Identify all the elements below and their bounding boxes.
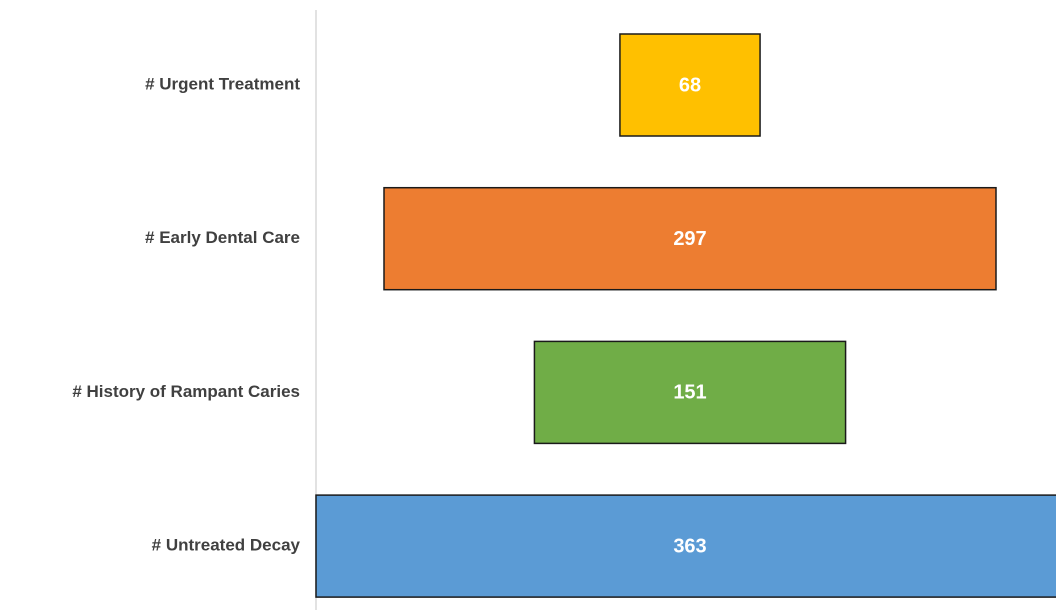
value-label: 151 <box>673 382 706 404</box>
category-label: # History of Rampant Caries <box>72 382 300 401</box>
value-label: 363 <box>673 535 706 557</box>
category-label: # Untreated Decay <box>152 536 301 555</box>
funnel-bar <box>619 33 761 137</box>
category-label: # Early Dental Care <box>145 228 300 247</box>
funnel-bar <box>315 494 1056 598</box>
funnel-bar <box>383 186 997 291</box>
category-label: # Urgent Treatment <box>145 74 300 93</box>
value-label: 68 <box>679 74 701 96</box>
funnel-bar <box>533 340 847 445</box>
value-label: 297 <box>673 228 706 250</box>
